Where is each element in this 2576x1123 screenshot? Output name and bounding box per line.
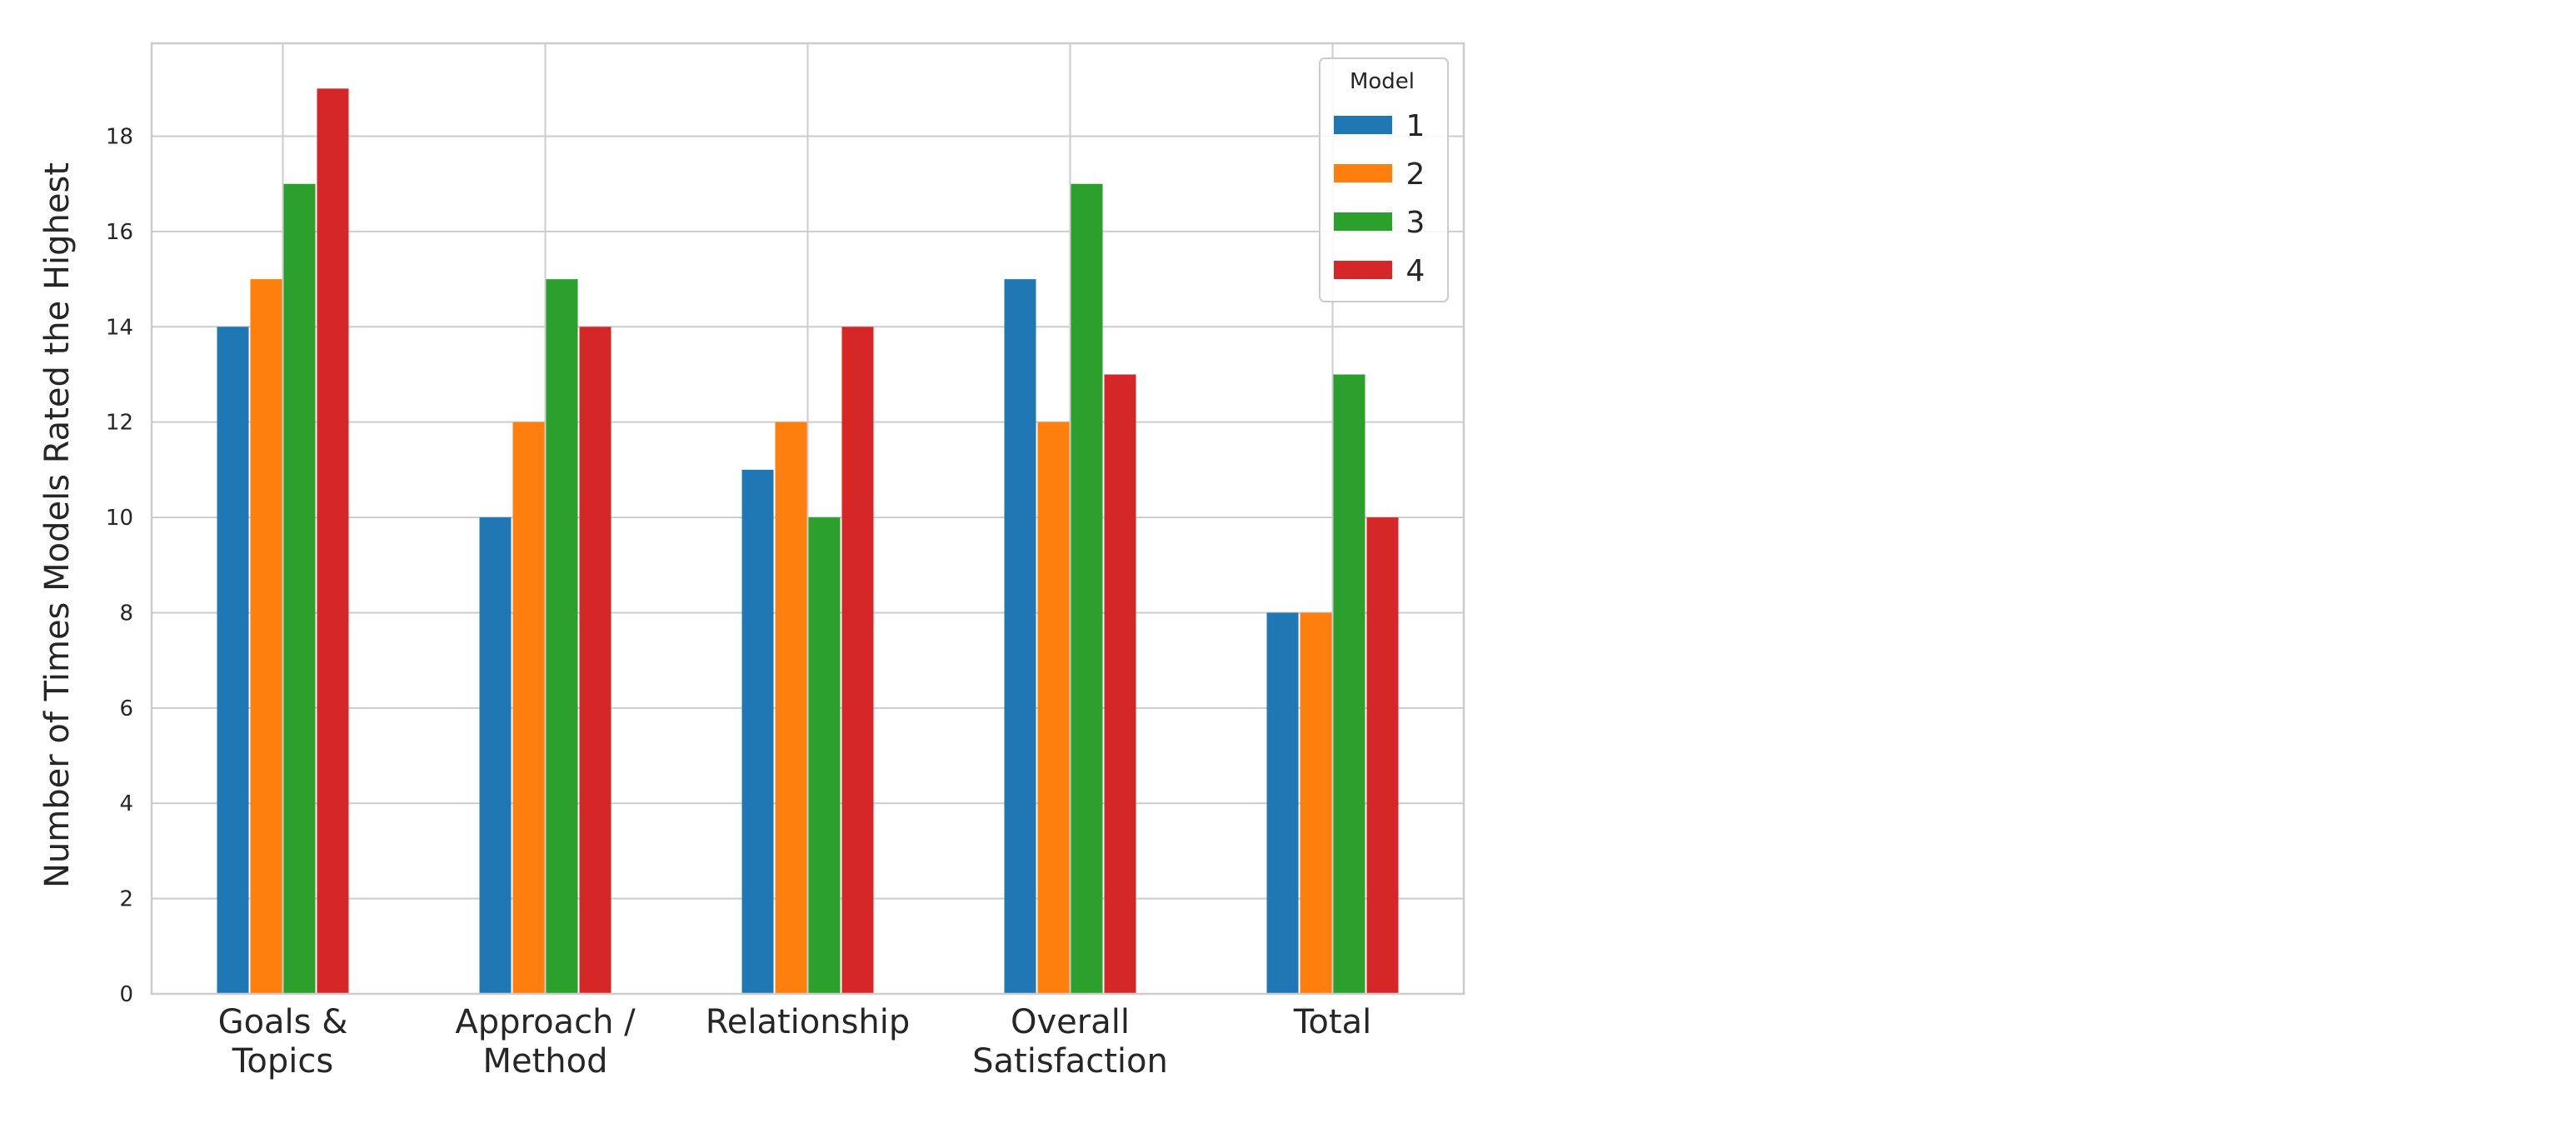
- bar: [546, 279, 578, 995]
- bar: [1266, 612, 1299, 994]
- legend-swatch: [1334, 212, 1392, 231]
- y-tick-label: 4: [119, 791, 133, 816]
- y-tick-label: 16: [106, 220, 133, 245]
- axis-ticks: 0 2 4 6 8 10 12 14 16 18 Goals & Topics Approach / Me…: [106, 125, 1371, 1081]
- bar: [841, 327, 874, 995]
- x-tick-label: Total: [1293, 1003, 1371, 1041]
- legend: Model 1 2 3 4: [1319, 57, 1449, 302]
- bar: [808, 517, 841, 994]
- y-tick-label: 0: [119, 982, 133, 1007]
- y-tick-label: 18: [106, 125, 133, 150]
- bar: [741, 469, 774, 994]
- bar: [1104, 374, 1136, 995]
- bar: [512, 422, 545, 994]
- y-tick-label: 6: [119, 696, 133, 721]
- bar: [217, 327, 249, 995]
- y-axis-label: Number of Times Models Rated the Highest: [38, 162, 77, 888]
- legend-label: 1: [1406, 109, 1425, 143]
- legend-title: Model: [1350, 69, 1415, 94]
- y-tick-label: 8: [119, 601, 133, 626]
- y-tick-label: 12: [106, 411, 133, 436]
- grid: [152, 43, 1464, 995]
- bar: [579, 327, 612, 995]
- bar: [775, 422, 807, 994]
- bars: [217, 88, 1399, 995]
- bar: [479, 517, 512, 994]
- plot-area: [150, 42, 1465, 996]
- bar: [317, 88, 349, 994]
- legend-label: 4: [1406, 254, 1425, 288]
- bar: [1300, 612, 1332, 994]
- bar: [283, 183, 316, 994]
- legend-swatch: [1334, 116, 1392, 134]
- bar: [1071, 183, 1103, 994]
- legend-items: 1 2 3 4: [1334, 109, 1425, 288]
- bar: [1333, 374, 1365, 995]
- y-tick-label: 14: [106, 315, 133, 340]
- bar: [1037, 422, 1070, 994]
- legend-swatch: [1334, 164, 1392, 182]
- bar: [1004, 279, 1036, 995]
- y-tick-label: 10: [106, 506, 133, 531]
- legend-label: 3: [1406, 206, 1425, 240]
- bar: [1366, 517, 1399, 994]
- x-tick-label: Goals & Topics: [218, 1003, 348, 1081]
- legend-swatch: [1334, 261, 1392, 279]
- x-tick-label: Relationship: [706, 1003, 911, 1041]
- x-tick-label: Approach / Method: [455, 1003, 636, 1081]
- x-tick-label: Overall Satisfaction: [972, 1003, 1168, 1081]
- legend-label: 2: [1406, 157, 1425, 192]
- bar: [250, 279, 282, 995]
- y-tick-label: 2: [119, 887, 133, 912]
